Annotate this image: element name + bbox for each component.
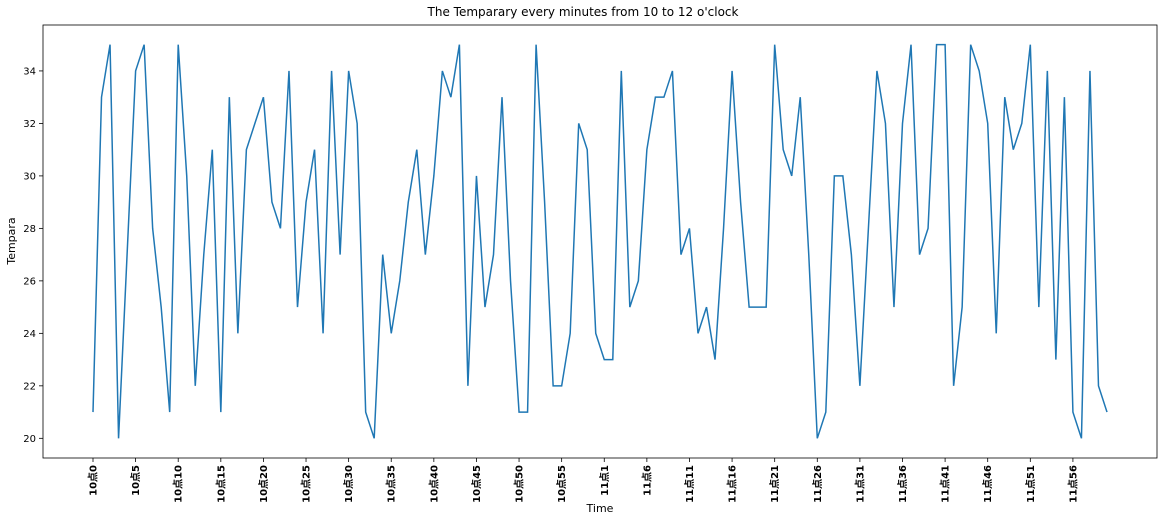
x-tick-label: 10点5 (129, 465, 142, 496)
y-tick-label: 30 (23, 171, 36, 182)
x-tick-label: 10点35 (385, 465, 398, 503)
x-tick-label: 10点20 (257, 465, 270, 503)
x-tick-label: 11点26 (811, 465, 824, 503)
plot-frame (42, 24, 1158, 459)
x-axis-label: Time (586, 502, 614, 515)
x-tick-label: 10点25 (300, 465, 313, 503)
y-tick-label: 28 (23, 224, 36, 235)
x-tick-label: 11点51 (1024, 465, 1037, 503)
x-tick-label: 11点56 (1066, 465, 1079, 503)
x-tick-label: 10点0 (87, 465, 100, 496)
chart-title: The Temparary every minutes from 10 to 1… (427, 5, 739, 19)
y-tick-label: 26 (23, 276, 36, 287)
x-tick-label: 10点10 (172, 465, 185, 503)
x-tick-label: 11点46 (981, 465, 994, 503)
y-axis-ticks: 20 22 24 26 28 30 32 34 (23, 66, 43, 445)
y-tick-label: 32 (23, 119, 36, 130)
x-tick-label: 11点36 (896, 465, 909, 503)
x-tick-label: 11点21 (768, 465, 781, 503)
y-tick-label: 24 (23, 329, 36, 340)
x-tick-label: 11点31 (853, 465, 866, 503)
x-tick-label: 10点15 (214, 465, 227, 503)
x-tick-label: 10点40 (427, 465, 440, 503)
x-tick-label: 11点16 (726, 465, 739, 503)
x-tick-label: 11点6 (640, 465, 653, 496)
y-axis-label: Tempara (5, 217, 18, 265)
x-tick-label: 10点30 (342, 465, 355, 503)
x-tick-label: 11点1 (598, 465, 611, 496)
y-tick-label: 34 (23, 66, 36, 77)
x-tick-label: 10点45 (470, 465, 483, 503)
y-tick-label: 22 (23, 381, 36, 392)
x-tick-label: 10点55 (555, 465, 568, 503)
x-axis-ticks: 10点0 10点5 10点10 10点15 10点20 10点25 10点30 10点35 10… (87, 458, 1079, 503)
x-tick-label: 11点41 (939, 465, 952, 503)
x-tick-label: 11点11 (683, 465, 696, 503)
x-tick-label: 10点50 (513, 465, 526, 503)
temperature-series-line (92, 43, 1108, 439)
y-tick-label: 20 (23, 434, 36, 445)
